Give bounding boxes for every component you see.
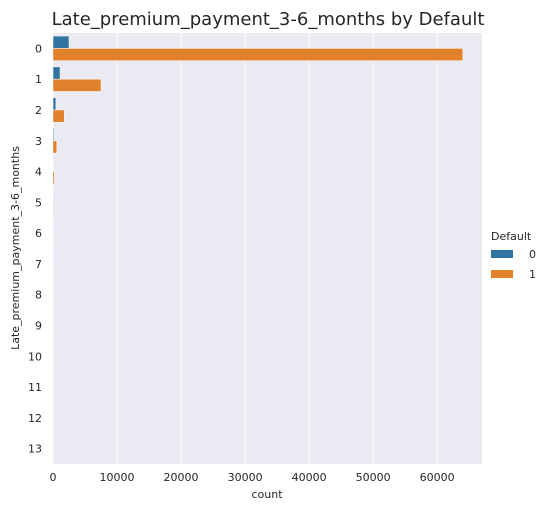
bar-cat-0-default-1 [52,48,464,61]
plot-area [53,33,482,464]
bar-cat-3-default-1 [52,140,58,154]
legend-label-0: 0 [529,248,536,261]
x-tick-label-0: 0 [50,471,57,484]
x-tick-label-6: 60000 [420,471,455,484]
x-tick-label-5: 50000 [356,471,391,484]
x-tick-label-4: 40000 [292,471,327,484]
y-tick-label-3: 3 [35,135,42,148]
x-tick-label-2: 20000 [164,471,199,484]
y-tick-label-8: 8 [35,289,42,302]
y-tick-label-12: 12 [28,412,42,425]
y-tick-label-5: 5 [35,196,42,209]
y-tick-label-1: 1 [35,73,42,86]
x-tick-label-3: 30000 [228,471,263,484]
y-tick-label-11: 11 [28,381,42,394]
y-tick-label-9: 9 [35,319,42,332]
bar-cat-2-default-1 [52,109,65,123]
bar-cat-5-default-1 [52,202,54,215]
y-tick-label-10: 10 [28,350,42,363]
bars [52,35,464,462]
y-axis-label: Late_premium_payment_3-6_months [9,146,22,350]
legend-swatch-0 [491,250,513,258]
y-tick-label-4: 4 [35,166,42,179]
y-tick-label-2: 2 [35,104,42,117]
legend-swatch-1 [491,270,513,278]
legend-title: Default [491,230,532,243]
bar-cat-3-default-0 [52,128,55,141]
legend: Default 01 [491,230,536,281]
y-tick-label-0: 0 [35,42,42,55]
x-tick-label-1: 10000 [100,471,135,484]
bar-cat-1-default-0 [52,66,61,80]
legend-label-1: 1 [529,268,536,281]
y-tick-label-7: 7 [35,258,42,271]
x-axis-label: count [251,488,283,501]
bar-cat-4-default-1 [52,171,55,185]
y-tick-label-6: 6 [35,227,42,240]
bar-cat-1-default-1 [52,78,102,92]
y-tick-label-13: 13 [28,443,42,456]
bar-cat-2-default-0 [52,97,57,111]
bar-cat-0-default-0 [52,35,70,49]
chart-title: Late_premium_payment_3-6_months by Defau… [52,9,485,30]
legend-entries: 01 [491,248,536,281]
x-tick-labels: 0 10000 20000 30000 40000 50000 60000 [50,471,455,484]
